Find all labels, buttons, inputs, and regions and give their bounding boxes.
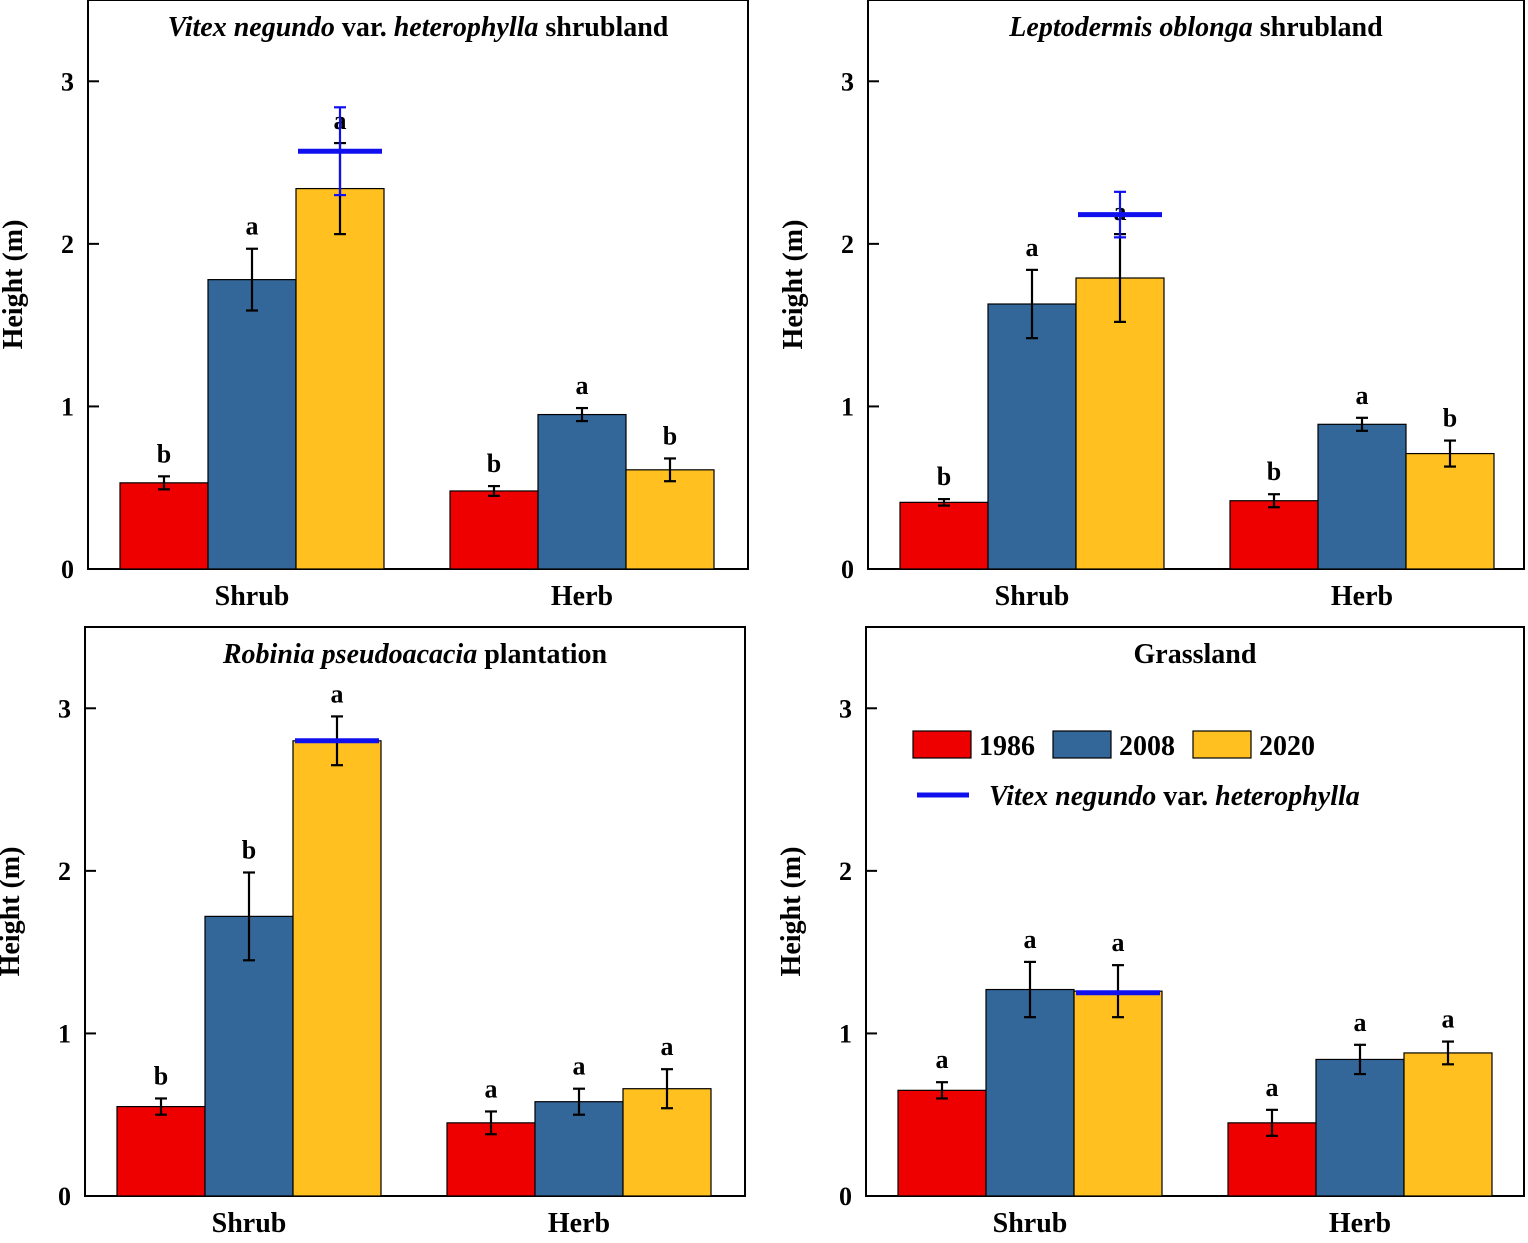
- panel-title: Robinia pseudoacacia plantation: [222, 639, 608, 670]
- panel-4: 0 1 2 3 Height (m) Grassland Shrub a a a Herb a a a: [776, 626, 1525, 1239]
- x-category-label: Herb: [1331, 581, 1393, 612]
- y-axis-label: Height (m): [778, 220, 809, 350]
- bar-1986-shrub: [897, 1089, 987, 1197]
- y-tick-label: 0: [58, 1182, 71, 1211]
- significance-letter: a: [331, 679, 344, 708]
- significance-letter: b: [1267, 457, 1281, 486]
- significance-letter: b: [937, 462, 951, 491]
- significance-letter: a: [936, 1045, 949, 1074]
- y-axis-label: Height (m): [0, 220, 29, 350]
- x-category-label: Shrub: [993, 1208, 1068, 1239]
- y-tick-label: 0: [841, 555, 854, 584]
- y-tick-label: 1: [841, 392, 854, 421]
- y-tick-label: 2: [61, 230, 74, 259]
- significance-letter: a: [1442, 1005, 1455, 1034]
- bar-2008-herb: [1315, 1058, 1405, 1197]
- y-tick-label: 1: [58, 1019, 71, 1048]
- bar-2020-shrub: [1075, 277, 1165, 570]
- y-tick-label: 2: [839, 857, 852, 886]
- bar-2008-shrub: [985, 988, 1075, 1197]
- x-category-label: Herb: [548, 1208, 610, 1239]
- y-tick-label: 1: [61, 392, 74, 421]
- significance-letter: a: [573, 1052, 586, 1081]
- bar-2008-shrub: [207, 279, 297, 570]
- bar-2020-herb: [625, 469, 715, 570]
- bar-2020-shrub: [295, 187, 385, 570]
- plot-frame: [87, 0, 749, 570]
- bar-2020-herb: [1405, 452, 1495, 570]
- significance-letter: a: [246, 212, 259, 241]
- significance-letter: a: [1354, 1008, 1367, 1037]
- significance-letter: b: [663, 421, 677, 450]
- bar-2020-herb: [1403, 1052, 1493, 1197]
- bar-1986-shrub: [116, 1105, 206, 1197]
- legend-label-2008: 2008: [1119, 731, 1175, 762]
- significance-letter: b: [1443, 404, 1457, 433]
- significance-letter: a: [1266, 1073, 1279, 1102]
- panel-title: Vitex negundo var. heterophylla shrublan…: [168, 12, 669, 43]
- plot-frame: [865, 626, 1525, 1197]
- significance-letter: b: [242, 835, 256, 864]
- bar-2020-shrub: [1073, 990, 1163, 1197]
- significance-letter: a: [661, 1032, 674, 1061]
- legend-label-1986: 1986: [979, 731, 1035, 762]
- y-tick-label: 0: [839, 1182, 852, 1211]
- y-tick-label: 3: [61, 67, 74, 96]
- significance-letter: a: [1026, 233, 1039, 262]
- significance-letter: b: [487, 449, 501, 478]
- y-tick-label: 1: [839, 1019, 852, 1048]
- y-tick-label: 2: [58, 857, 71, 886]
- legend-swatch-2020: [1192, 730, 1252, 759]
- panel-title: Leptodermis oblonga shrubland: [1008, 12, 1383, 43]
- panel-1: 0 1 2 3 Height (m) Vitex negundo var. heterop…: [0, 0, 749, 612]
- x-category-label: Shrub: [212, 1208, 287, 1239]
- significance-letter: a: [576, 371, 589, 400]
- bar-1986-shrub: [119, 482, 209, 570]
- bar-2008-herb: [1317, 423, 1407, 570]
- bar-1986-herb: [449, 490, 539, 570]
- legend: 1986 2008 2020 Vitex negundo var. heterophy…: [912, 730, 1360, 812]
- panel-2: 0 1 2 3 Height (m) Leptodermis oblonga shrubl…: [778, 0, 1525, 612]
- significance-letter: b: [157, 439, 171, 468]
- x-category-label: Shrub: [995, 581, 1070, 612]
- y-axis-label: Height (m): [0, 847, 26, 977]
- legend-swatch-1986: [912, 730, 972, 759]
- panel-3: 0 1 2 3 Height (m) Robinia pseudoacacia plant…: [0, 626, 746, 1239]
- bar-2020-shrub: [292, 740, 382, 1197]
- significance-letter: a: [1356, 381, 1369, 410]
- y-tick-label: 3: [841, 67, 854, 96]
- y-tick-label: 0: [61, 555, 74, 584]
- bar-2008-shrub: [204, 915, 294, 1197]
- significance-letter: a: [1024, 925, 1037, 954]
- y-tick-label: 3: [58, 694, 71, 723]
- y-tick-label: 3: [839, 694, 852, 723]
- y-tick-label: 2: [841, 230, 854, 259]
- bar-2008-herb: [534, 1101, 624, 1197]
- significance-letter: a: [1112, 928, 1125, 957]
- legend-line-label: Vitex negundo var. heterophylla: [989, 781, 1360, 812]
- significance-letter: a: [485, 1074, 498, 1103]
- x-category-label: Herb: [551, 581, 613, 612]
- legend-swatch-2008: [1052, 730, 1112, 759]
- bar-2008-shrub: [987, 303, 1077, 570]
- bar-1986-herb: [1229, 500, 1319, 570]
- bar-1986-shrub: [899, 501, 989, 570]
- plot-frame: [84, 626, 746, 1197]
- y-axis-label: Height (m): [776, 847, 807, 977]
- bar-2008-herb: [537, 413, 627, 570]
- x-category-label: Herb: [1329, 1208, 1391, 1239]
- legend-label-2020: 2020: [1259, 731, 1315, 762]
- x-category-label: Shrub: [215, 581, 290, 612]
- significance-letter: b: [154, 1061, 168, 1090]
- plot-frame: [867, 0, 1525, 570]
- panel-title: Grassland: [1134, 639, 1257, 670]
